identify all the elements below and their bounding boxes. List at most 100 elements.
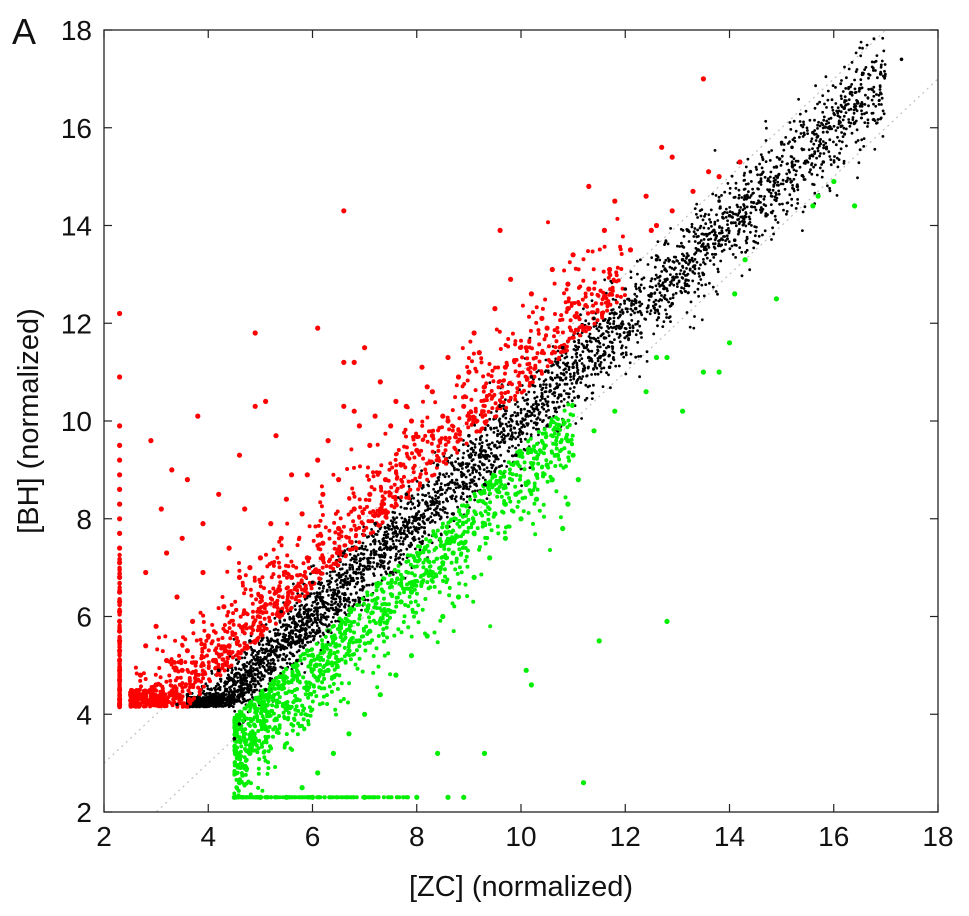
unchanged-point	[794, 159, 798, 163]
unchanged-point	[597, 325, 601, 329]
unchanged-point	[697, 272, 701, 275]
unchanged-point	[389, 545, 392, 549]
unchanged-point	[558, 405, 561, 409]
unchanged-point	[503, 459, 506, 463]
unchanged-point	[821, 169, 825, 173]
unchanged-point	[483, 455, 487, 459]
unchanged-point	[535, 405, 539, 408]
unchanged-point	[599, 370, 603, 374]
unchanged-point	[613, 338, 616, 341]
unchanged-point	[339, 608, 343, 612]
unchanged-point	[580, 417, 583, 420]
unchanged-point	[540, 402, 544, 406]
unchanged-point	[839, 124, 843, 128]
up-point	[425, 477, 430, 482]
unchanged-point	[405, 520, 409, 524]
unchanged-point	[346, 577, 350, 580]
unchanged-point	[274, 627, 278, 631]
unchanged-point	[224, 681, 228, 685]
unchanged-point	[776, 221, 780, 224]
unchanged-point	[700, 318, 704, 322]
unchanged-point	[219, 695, 223, 699]
unchanged-point	[467, 462, 471, 466]
up-point	[225, 629, 230, 634]
unchanged-point	[241, 697, 245, 701]
unchanged-point	[861, 71, 864, 75]
unchanged-point	[734, 256, 737, 259]
unchanged-point	[253, 688, 256, 692]
unchanged-point	[443, 483, 447, 487]
unchanged-point	[204, 682, 208, 686]
unchanged-point	[620, 308, 624, 312]
unchanged-point	[331, 595, 335, 598]
unchanged-point	[646, 263, 650, 266]
unchanged-point	[631, 309, 635, 313]
up-point	[506, 337, 511, 341]
unchanged-point	[637, 355, 640, 358]
unchanged-point	[407, 518, 411, 522]
unchanged-point	[519, 437, 523, 441]
unchanged-point	[237, 667, 241, 671]
unchanged-point	[482, 468, 486, 471]
unchanged-point	[530, 411, 534, 415]
unchanged-point	[764, 119, 768, 123]
unchanged-point	[321, 613, 325, 617]
unchanged-point	[747, 215, 751, 219]
up-point	[271, 547, 276, 552]
unchanged-point	[875, 121, 879, 125]
unchanged-point	[769, 170, 773, 174]
unchanged-point	[622, 355, 626, 359]
unchanged-point	[711, 285, 715, 289]
unchanged-point	[694, 232, 697, 236]
unchanged-point	[872, 85, 876, 89]
unchanged-point	[389, 556, 392, 559]
unchanged-point	[421, 493, 424, 497]
unchanged-point	[315, 602, 319, 606]
unchanged-point	[293, 604, 297, 608]
unchanged-point	[859, 83, 863, 86]
up-point	[458, 429, 462, 434]
unchanged-point	[535, 423, 538, 427]
unchanged-point	[325, 589, 329, 593]
unchanged-point	[655, 288, 659, 291]
unchanged-point	[721, 238, 725, 242]
unchanged-point	[420, 469, 423, 473]
unchanged-point	[640, 302, 644, 306]
unchanged-point	[423, 494, 427, 497]
unchanged-point	[834, 102, 838, 105]
unchanged-point	[256, 673, 259, 676]
up-point	[303, 587, 308, 592]
unchanged-point	[658, 305, 662, 308]
unchanged-point	[720, 226, 724, 230]
unchanged-point	[595, 366, 599, 370]
unchanged-point	[239, 692, 243, 696]
unchanged-point	[738, 246, 742, 250]
unchanged-point	[670, 266, 674, 270]
unchanged-point	[824, 141, 828, 145]
unchanged-point	[754, 229, 758, 233]
unchanged-point	[665, 269, 668, 273]
unchanged-point	[611, 297, 615, 301]
unchanged-point	[525, 402, 529, 406]
unchanged-point	[336, 613, 339, 616]
unchanged-point	[394, 547, 398, 551]
unchanged-point	[403, 526, 407, 529]
unchanged-point	[592, 336, 596, 340]
unchanged-point	[629, 352, 633, 356]
unchanged-point	[356, 553, 360, 557]
unchanged-point	[751, 192, 755, 195]
unchanged-point	[612, 322, 615, 326]
up-point	[601, 269, 606, 274]
unchanged-point	[707, 227, 710, 230]
unchanged-point	[646, 304, 650, 308]
unchanged-point	[488, 381, 492, 385]
unchanged-point	[542, 383, 545, 386]
unchanged-point	[427, 491, 430, 495]
unchanged-point	[407, 521, 411, 524]
unchanged-point	[781, 182, 785, 186]
unchanged-point	[492, 454, 495, 458]
unchanged-point	[443, 491, 447, 495]
unchanged-point	[748, 221, 752, 224]
unchanged-point	[472, 463, 476, 467]
unchanged-point	[872, 102, 875, 106]
